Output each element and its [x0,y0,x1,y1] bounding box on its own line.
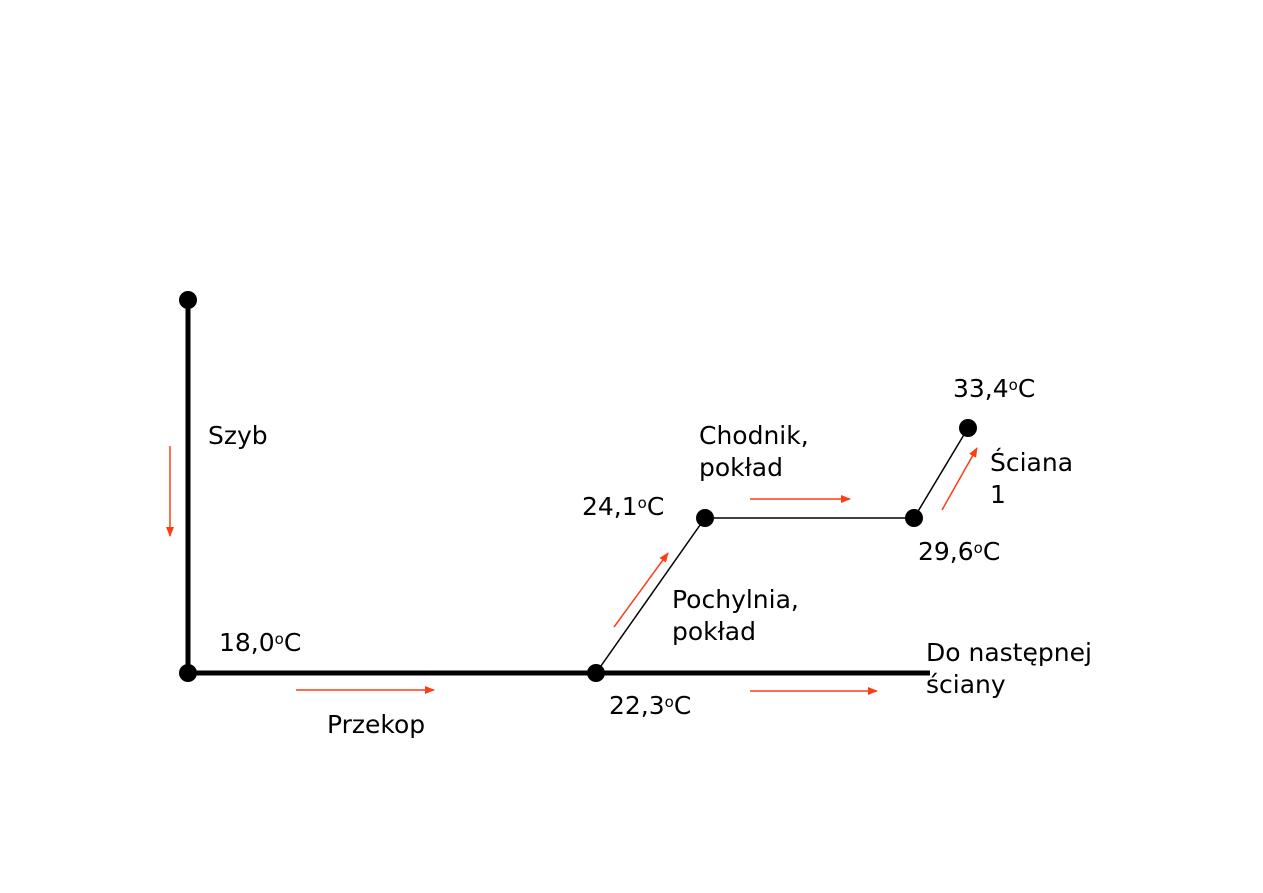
temp-sciana-end-degree: o [1008,376,1018,394]
temp-sciana-end-value: 33,4 [953,374,1009,403]
label-pochylnia-line2: pokład [672,617,756,646]
temp-shaft-bottom-value: 18,0 [219,628,275,657]
node-longwall-end [959,419,977,437]
label-sciana-line1: Ściana [990,448,1074,477]
temp-przekop-end-degree: o [664,693,674,711]
label-do-nastepnej-line2: ściany [926,670,1006,699]
label-chodnik: Chodnik, pokład [699,420,809,484]
temp-chodnik-end: 29,6oC [918,536,1000,568]
longwall-line [913,427,969,519]
label-do-nastepnej: Do następnej ściany [926,637,1092,701]
temp-pochylnia-top-degree: o [637,494,647,512]
temp-chodnik-end-degree: o [973,539,983,557]
node-shaft-bottom [179,664,197,682]
node-incline-bottom [587,664,605,682]
temp-sciana-end: 33,4oC [953,373,1035,405]
label-pochylnia: Pochylnia, pokład [672,584,799,648]
label-chodnik-line2: pokład [699,453,783,482]
temp-pochylnia-top-unit: C [646,492,665,521]
incline-line [595,517,706,674]
label-przekop: Przekop [327,710,426,739]
airflow-arrow-incline [613,552,669,628]
node-shaft-top [179,291,197,309]
temp-chodnik-end-unit: C [982,537,1001,566]
airflow-arrow-longwall [941,447,978,511]
temp-shaft-bottom: 18,0oC [219,627,301,659]
label-pochylnia-line1: Pochylnia, [672,585,799,614]
node-incline-top [696,509,714,527]
temp-pochylnia-top-value: 24,1 [582,492,638,521]
label-sciana-line2: 1 [990,480,1006,509]
label-szyb: Szyb [208,421,268,450]
temp-chodnik-end-value: 29,6 [918,537,974,566]
temp-shaft-bottom-unit: C [283,628,302,657]
node-gallery-end [905,509,923,527]
temp-pochylnia-top: 24,1oC [582,491,664,523]
temp-przekop-end: 22,3oC [609,690,691,722]
label-do-nastepnej-line1: Do następnej [926,638,1092,667]
temp-sciana-end-unit: C [1017,374,1036,403]
label-sciana: Ściana 1 [990,447,1073,511]
label-chodnik-line1: Chodnik, [699,421,809,450]
temp-przekop-end-value: 22,3 [609,691,665,720]
temp-przekop-end-unit: C [673,691,692,720]
temp-shaft-bottom-degree: o [274,630,284,648]
